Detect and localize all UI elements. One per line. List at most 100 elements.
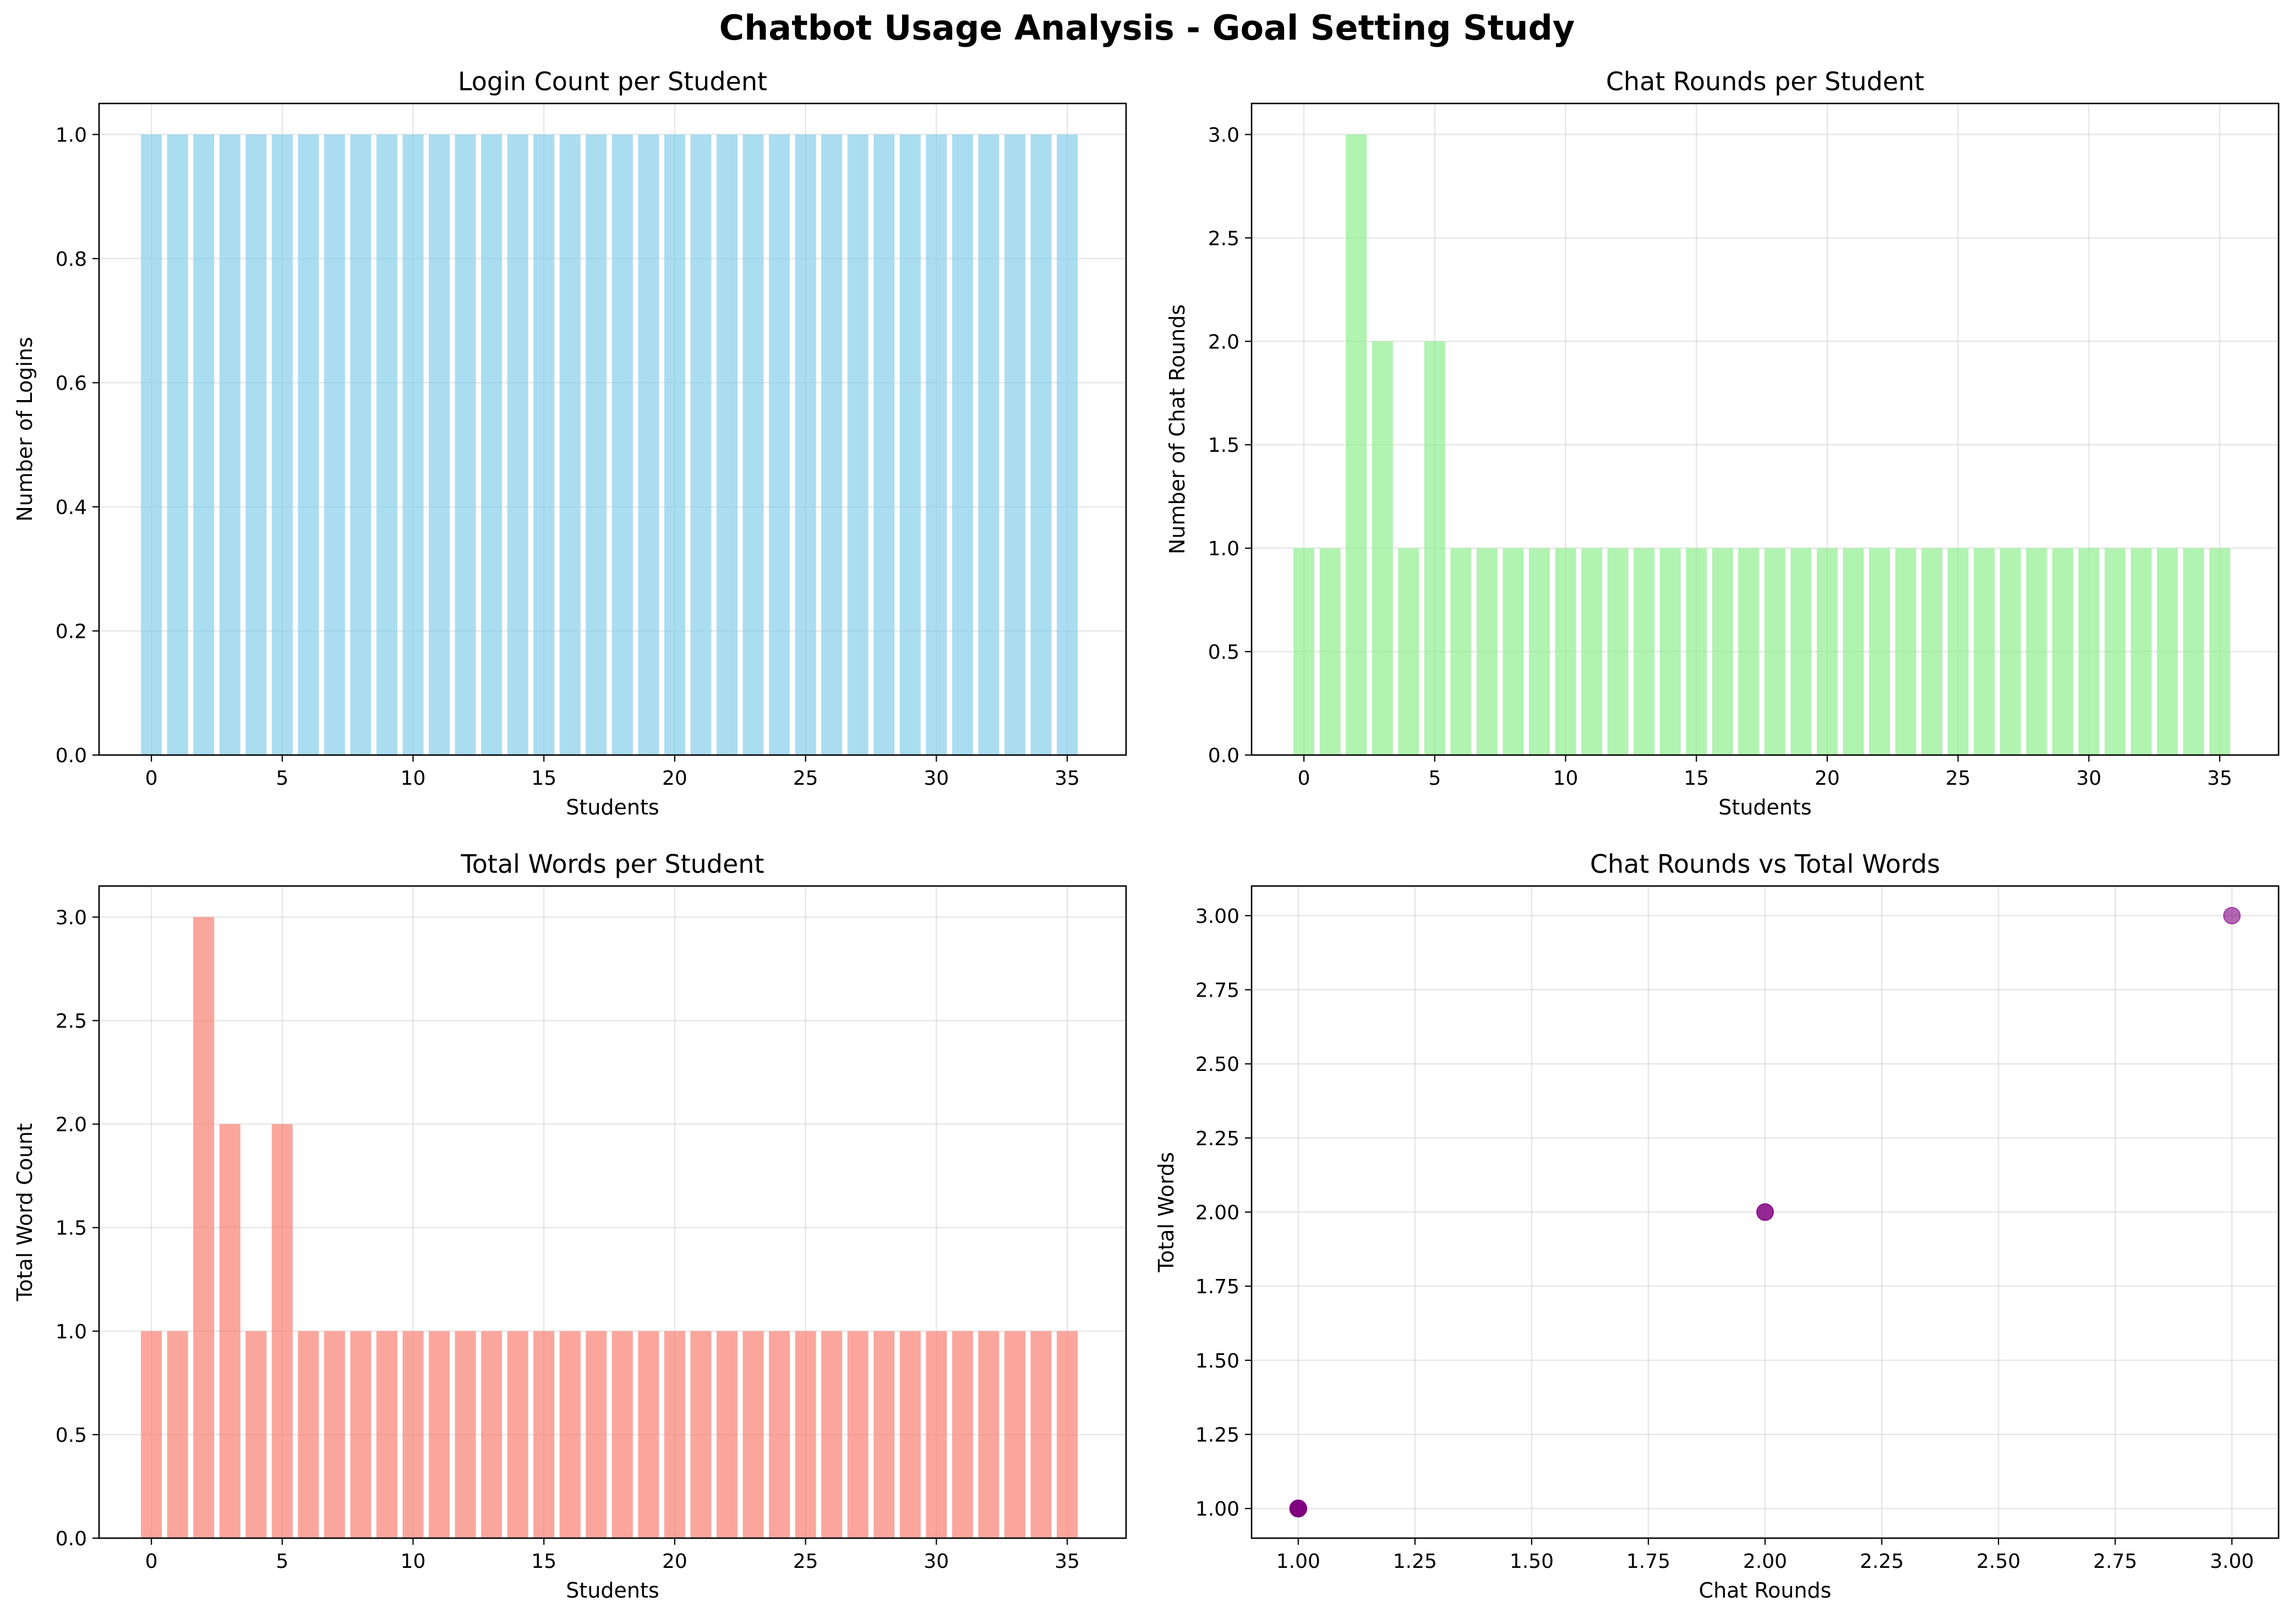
x-tick-label: 2.25 xyxy=(1860,1550,1904,1573)
bar-student-22 xyxy=(716,1331,738,1538)
y-tick-label: 0.4 xyxy=(56,496,87,519)
bar-student-30 xyxy=(926,134,947,755)
panel-logins: 0 5 10 15 20 25 30 35 0.0 0.2 0.4 0.6 0.8 1.0 Login Co… xyxy=(13,67,1127,819)
panel-chat_rounds: 0 5 10 15 20 25 30 35 0.0 0.5 1.0 1.5 2.0 2.5 3.0 Chat … xyxy=(1165,67,2280,819)
bar-student-31 xyxy=(952,134,973,755)
bar-student-18 xyxy=(1764,548,1785,755)
x-tick-label: 25 xyxy=(793,1550,818,1573)
x-tick-label: 20 xyxy=(1815,767,1840,790)
y-tick-label: 0.5 xyxy=(56,1424,87,1447)
y-tick-label: 1.75 xyxy=(1195,1276,1239,1298)
scatter-point xyxy=(2223,906,2241,925)
scatter-point xyxy=(1756,1203,1774,1221)
x-tick-label: 1.25 xyxy=(1393,1550,1437,1573)
y-tick-label: 0.0 xyxy=(1208,745,1239,767)
y-tick-label: 2.0 xyxy=(56,1114,87,1136)
bar-student-31 xyxy=(2104,548,2126,755)
x-axis-label: Students xyxy=(1718,795,1811,819)
scatter-point xyxy=(1289,1500,1307,1518)
x-tick-label: 2.50 xyxy=(1976,1550,2020,1573)
y-tick-label: 0.2 xyxy=(56,620,87,643)
bar-student-27 xyxy=(2000,548,2021,755)
y-tick-label: 2.0 xyxy=(1208,331,1239,353)
y-tick-label: 0.5 xyxy=(1208,641,1239,664)
x-tick-label: 2.75 xyxy=(2093,1550,2137,1573)
y-tick-label: 1.0 xyxy=(1208,538,1239,560)
bar-student-8 xyxy=(350,1331,372,1538)
bar-student-21 xyxy=(1843,548,1864,755)
x-axis-label: Students xyxy=(566,795,659,819)
bar-student-21 xyxy=(690,134,712,755)
x-axis-label: Students xyxy=(566,1578,659,1603)
bar-student-13 xyxy=(481,1331,503,1538)
bar-student-0 xyxy=(1293,548,1315,755)
bar-student-4 xyxy=(1398,548,1419,755)
bar-student-3 xyxy=(219,134,241,755)
bar-student-30 xyxy=(2078,548,2100,755)
bar-student-31 xyxy=(952,1331,973,1538)
bar-student-23 xyxy=(742,1331,764,1538)
x-tick-label: 5 xyxy=(1428,767,1441,790)
panel-title: Login Count per Student xyxy=(458,67,767,96)
bar-student-14 xyxy=(507,134,528,755)
bar-student-15 xyxy=(533,134,555,755)
bar-student-28 xyxy=(873,1331,895,1538)
bar-student-27 xyxy=(847,1331,869,1538)
x-tick-label: 5 xyxy=(276,1550,288,1573)
bar-student-12 xyxy=(455,134,476,755)
bar-student-5 xyxy=(271,134,293,755)
bar-student-20 xyxy=(664,1331,685,1538)
bar-student-9 xyxy=(376,1331,397,1538)
x-tick-label: 30 xyxy=(924,1550,949,1573)
x-tick-label: 3.00 xyxy=(2210,1550,2254,1573)
bar-student-26 xyxy=(821,1331,843,1538)
bar-student-32 xyxy=(978,134,999,755)
bar-student-8 xyxy=(350,134,372,755)
x-tick-label: 35 xyxy=(1055,767,1080,790)
y-tick-label: 0.6 xyxy=(56,372,87,395)
bar-student-22 xyxy=(1869,548,1891,755)
x-tick-label: 15 xyxy=(531,1550,556,1573)
bar-student-11 xyxy=(429,134,450,755)
bar-student-20 xyxy=(664,134,685,755)
x-tick-label: 15 xyxy=(531,767,556,790)
y-axis-label: Total Word Count xyxy=(13,1123,37,1302)
bar-student-33 xyxy=(2156,548,2178,755)
bar-student-24 xyxy=(769,134,790,755)
y-tick-label: 0.8 xyxy=(56,248,87,271)
bar-student-15 xyxy=(533,1331,555,1538)
axes-frame xyxy=(98,102,1127,756)
panel-title: Chat Rounds per Student xyxy=(1606,67,1924,96)
bar-student-33 xyxy=(1004,134,1025,755)
y-tick-label: 0.0 xyxy=(56,745,87,767)
x-tick-label: 10 xyxy=(401,767,426,790)
bar-student-28 xyxy=(2026,548,2047,755)
bar-student-23 xyxy=(742,134,764,755)
bar-student-23 xyxy=(1895,548,1916,755)
bar-student-3 xyxy=(1372,341,1393,755)
bar-student-1 xyxy=(1319,548,1341,755)
bar-student-25 xyxy=(795,1331,816,1538)
bar-student-15 xyxy=(1686,548,1707,755)
y-tick-label: 2.25 xyxy=(1195,1128,1239,1150)
bar-student-24 xyxy=(769,1331,790,1538)
bar-student-19 xyxy=(1790,548,1812,755)
y-tick-label: 2.5 xyxy=(56,1010,87,1033)
panel-title: Total Words per Student xyxy=(461,849,764,879)
bar-student-12 xyxy=(1607,548,1629,755)
x-tick-label: 35 xyxy=(2207,767,2232,790)
bar-student-1 xyxy=(167,134,188,755)
x-tick-label: 20 xyxy=(662,767,687,790)
bar-student-34 xyxy=(1030,134,1052,755)
bar-student-26 xyxy=(821,134,843,755)
bar-student-10 xyxy=(402,134,424,755)
bar-student-4 xyxy=(245,1331,267,1538)
bar-student-28 xyxy=(873,134,895,755)
bar-student-27 xyxy=(847,134,869,755)
x-axis-label: Chat Rounds xyxy=(1699,1578,1832,1603)
y-axis-label: Number of Logins xyxy=(13,337,37,522)
y-tick-label: 3.0 xyxy=(56,906,87,929)
y-tick-label: 1.0 xyxy=(56,1321,87,1343)
bar-student-16 xyxy=(1712,548,1733,755)
